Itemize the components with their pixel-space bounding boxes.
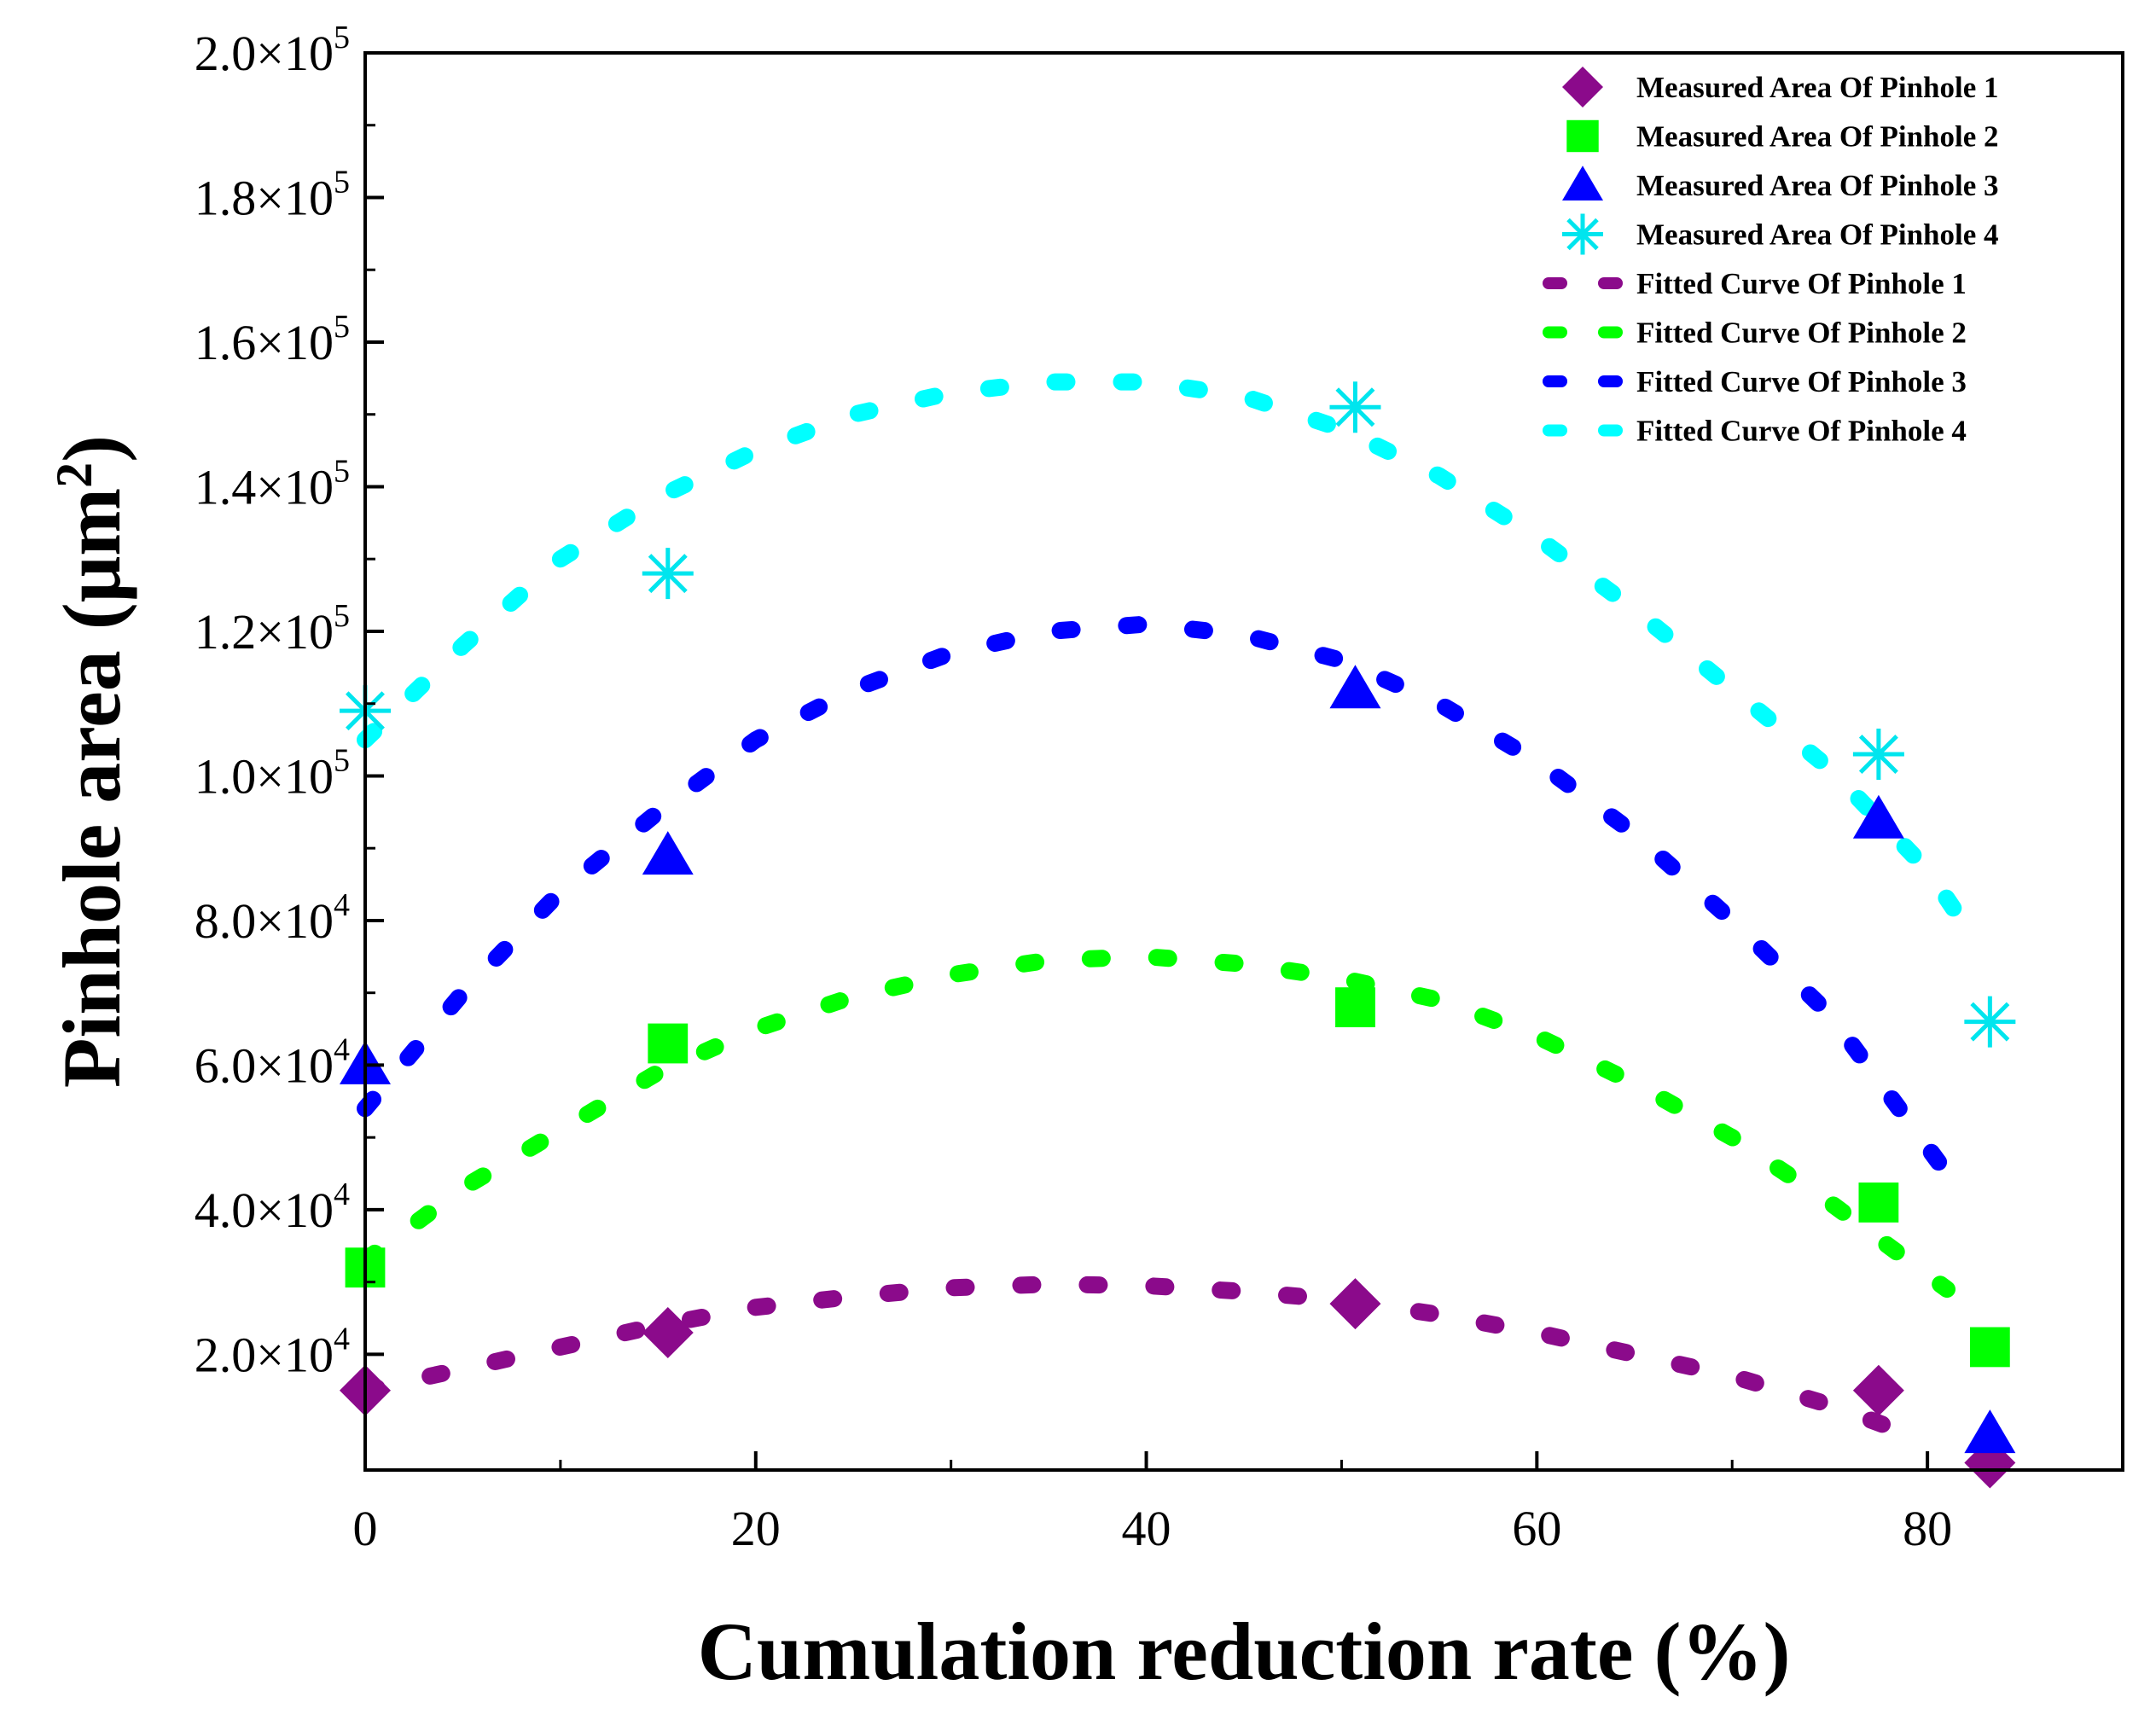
y-tick-label: 6.0×104 bbox=[195, 1031, 350, 1093]
y-tick-exponent: 5 bbox=[334, 453, 350, 489]
data-point-triangle bbox=[1329, 665, 1381, 709]
legend-label: Fitted Curve Of Pinhole 2 bbox=[1636, 317, 1967, 350]
y-tick-mantissa: 2.0×10 bbox=[195, 1327, 334, 1382]
legend-symbol-square bbox=[1566, 119, 1599, 153]
x-tick-label: 20 bbox=[731, 1501, 781, 1556]
y-axis-title-superscript: 2 bbox=[46, 462, 102, 488]
y-tick-exponent: 5 bbox=[334, 309, 350, 345]
legend-label: Measured Area Of Pinhole 1 bbox=[1636, 71, 1999, 104]
x-tick-label: 60 bbox=[1512, 1501, 1561, 1556]
measured-markers bbox=[340, 381, 2016, 1489]
legend-label: Measured Area Of Pinhole 4 bbox=[1636, 218, 1999, 252]
data-point-square bbox=[648, 1023, 689, 1064]
legend-label: Fitted Curve Of Pinhole 4 bbox=[1636, 415, 1967, 448]
y-tick-mantissa: 8.0×10 bbox=[195, 893, 334, 949]
y-tick-label: 2.0×104 bbox=[195, 1321, 350, 1382]
data-point-triangle bbox=[1852, 794, 1904, 839]
x-tick-label: 40 bbox=[1122, 1501, 1171, 1556]
data-point-asterisk bbox=[1852, 729, 1904, 781]
y-tick-label: 1.4×105 bbox=[195, 453, 350, 514]
fitted-curve bbox=[357, 1275, 1917, 1443]
y-tick-exponent: 5 bbox=[334, 164, 350, 200]
data-point-square bbox=[1858, 1182, 1899, 1223]
x-tick-label: 80 bbox=[1903, 1501, 1952, 1556]
data-point-asterisk bbox=[1329, 381, 1381, 433]
y-tick-mantissa: 1.2×10 bbox=[195, 604, 334, 660]
y-axis-ticks: 2.0×1044.0×1046.0×1048.0×1041.0×1051.2×1… bbox=[195, 20, 384, 1382]
data-point-triangle bbox=[1964, 1409, 2016, 1454]
y-tick-mantissa: 6.0×10 bbox=[195, 1037, 334, 1093]
y-tick-exponent: 4 bbox=[334, 1031, 350, 1067]
y-tick-exponent: 4 bbox=[334, 1321, 350, 1357]
x-tick-label: 0 bbox=[353, 1501, 378, 1556]
y-tick-exponent: 5 bbox=[334, 742, 350, 778]
data-point-asterisk bbox=[642, 548, 694, 600]
fitted-curve bbox=[357, 373, 1975, 937]
y-tick-exponent: 4 bbox=[334, 1177, 350, 1212]
y-tick-label: 2.0×105 bbox=[195, 20, 350, 81]
y-tick-mantissa: 4.0×10 bbox=[195, 1182, 334, 1238]
y-tick-label: 4.0×104 bbox=[195, 1177, 350, 1238]
data-point-diamond bbox=[1852, 1364, 1904, 1416]
y-tick-label: 1.0×105 bbox=[195, 742, 350, 804]
y-tick-label: 1.6×105 bbox=[195, 309, 350, 370]
legend-symbol-asterisk bbox=[1562, 213, 1603, 255]
y-tick-mantissa: 1.6×10 bbox=[195, 315, 334, 370]
data-point-triangle bbox=[642, 831, 694, 875]
y-tick-mantissa: 1.4×10 bbox=[195, 459, 334, 514]
y-axis-title: Pinhole area (μm2) bbox=[46, 435, 137, 1088]
y-tick-mantissa: 1.8×10 bbox=[195, 170, 334, 225]
y-tick-exponent: 4 bbox=[334, 887, 350, 923]
legend-label: Fitted Curve Of Pinhole 3 bbox=[1636, 365, 1967, 398]
y-tick-exponent: 5 bbox=[334, 20, 350, 55]
y-tick-exponent: 5 bbox=[334, 598, 350, 634]
y-tick-mantissa: 2.0×10 bbox=[195, 26, 334, 81]
data-point-diamond bbox=[1329, 1278, 1381, 1330]
legend: Measured Area Of Pinhole 1 Measured Area … bbox=[1543, 67, 1999, 448]
fitted-curves bbox=[357, 373, 1975, 1443]
legend-symbol-diamond bbox=[1562, 67, 1603, 108]
y-tick-label: 1.2×105 bbox=[195, 598, 350, 660]
y-axis-title-main: Pinhole area (μm bbox=[46, 488, 137, 1088]
fitted-curve bbox=[357, 615, 1956, 1182]
y-tick-mantissa: 1.0×10 bbox=[195, 748, 334, 804]
y-tick-label: 1.8×105 bbox=[195, 164, 350, 225]
x-axis-ticks: 0 20 40 60 80 bbox=[353, 1451, 1952, 1556]
data-point-square bbox=[1335, 987, 1375, 1028]
data-point-asterisk bbox=[1964, 996, 2016, 1048]
y-axis-title-close: ) bbox=[46, 435, 137, 462]
legend-label: Measured Area Of Pinhole 2 bbox=[1636, 120, 1999, 154]
fitted-curve bbox=[357, 948, 1956, 1299]
data-point-square bbox=[1969, 1327, 2010, 1368]
plot-frame bbox=[363, 51, 2124, 1472]
x-axis-title: Cumulation reduction rate (%) bbox=[698, 1606, 1791, 1697]
legend-label: Fitted Curve Of Pinhole 1 bbox=[1636, 267, 1967, 300]
legend-symbol-triangle bbox=[1562, 166, 1603, 200]
data-point-diamond bbox=[642, 1306, 694, 1358]
legend-label: Measured Area Of Pinhole 3 bbox=[1636, 169, 1999, 202]
y-tick-label: 8.0×104 bbox=[195, 887, 350, 949]
